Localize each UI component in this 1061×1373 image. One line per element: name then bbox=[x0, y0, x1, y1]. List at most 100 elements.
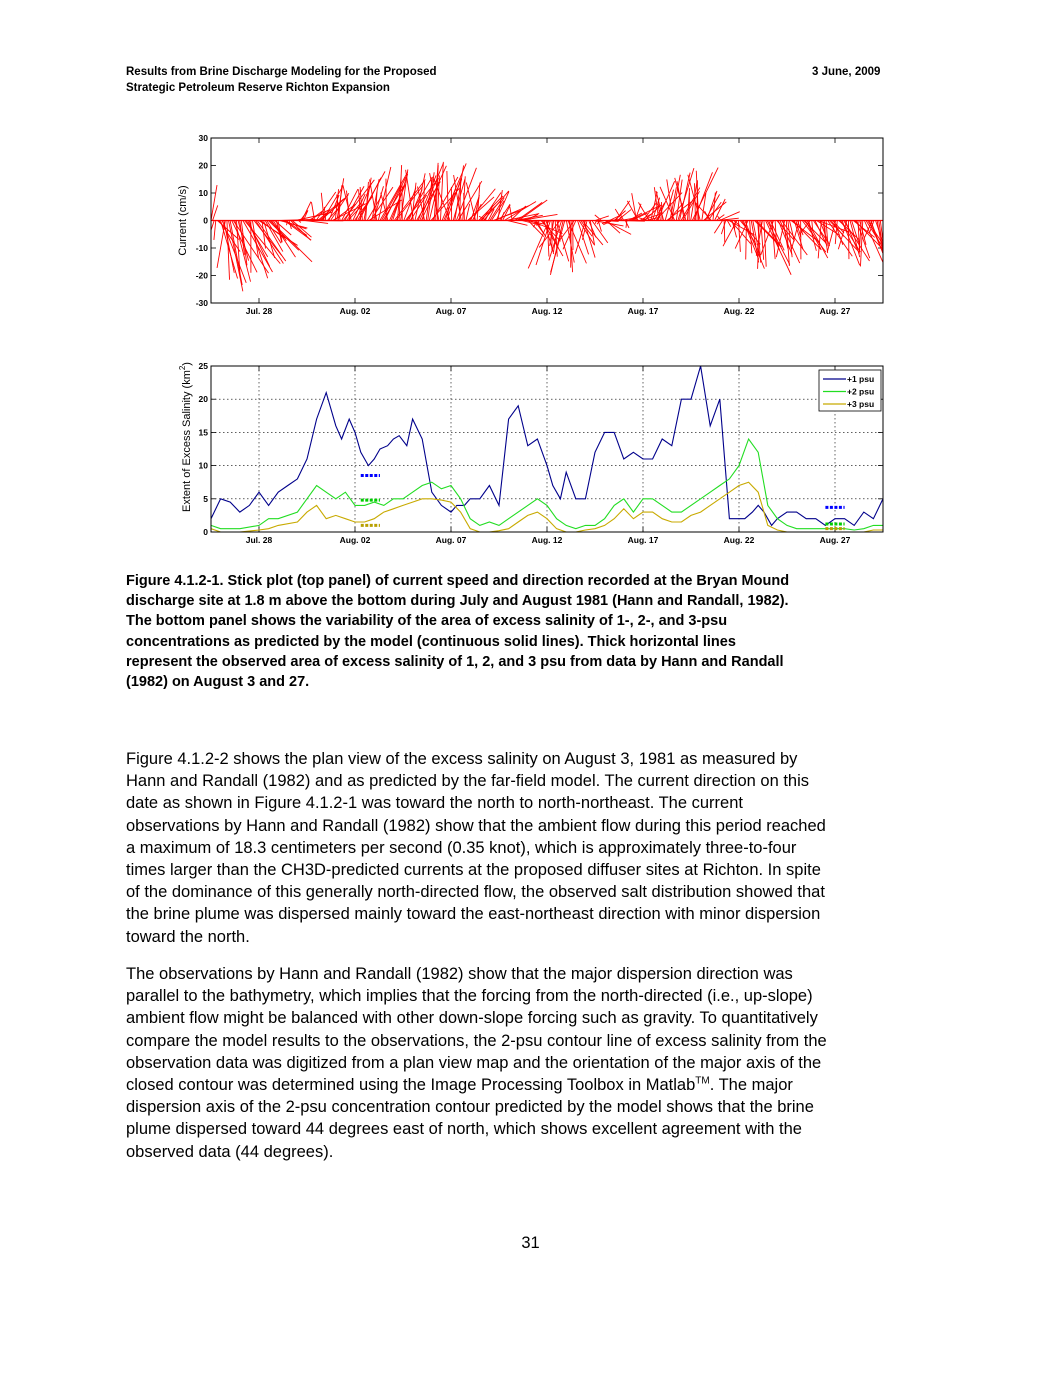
current-stick bbox=[671, 174, 681, 221]
current-stick bbox=[433, 178, 451, 221]
current-stick bbox=[499, 203, 511, 221]
current-stick bbox=[369, 186, 394, 221]
current-stick bbox=[638, 202, 650, 221]
current-stick bbox=[465, 203, 471, 221]
current-stick bbox=[624, 220, 630, 229]
current-stick bbox=[574, 220, 586, 254]
current-stick bbox=[513, 216, 522, 221]
x-tick-label: Aug. 02 bbox=[340, 306, 371, 316]
para2-line: parallel to the bathymetry, which implie… bbox=[126, 987, 813, 1006]
plot-frame bbox=[210, 137, 884, 304]
current-stick bbox=[858, 220, 862, 254]
current-stick bbox=[726, 220, 732, 228]
current-stick bbox=[749, 220, 753, 254]
current-stick bbox=[738, 220, 741, 252]
x-tick-label: Jul. 28 bbox=[246, 306, 273, 316]
y-tick-label: -20 bbox=[196, 271, 209, 281]
current-stick bbox=[532, 220, 539, 228]
x-tick-label: Aug. 12 bbox=[532, 306, 563, 316]
current-stick bbox=[352, 193, 366, 221]
current-stick bbox=[659, 186, 676, 221]
current-stick bbox=[596, 220, 601, 225]
current-stick bbox=[834, 220, 838, 245]
current-stick bbox=[471, 203, 482, 221]
current-stick bbox=[291, 220, 312, 238]
current-stick bbox=[341, 188, 359, 221]
current-stick bbox=[553, 220, 559, 253]
para2_rest-line: plume dispersed toward 44 degrees east o… bbox=[126, 1120, 802, 1139]
current-stick bbox=[213, 220, 217, 240]
matlab-text-after: . The major bbox=[709, 1076, 793, 1095]
paragraph-2: The observations by Hann and Randall (19… bbox=[126, 963, 946, 1163]
current-stick bbox=[876, 220, 884, 255]
x-tick-label: Aug. 17 bbox=[628, 306, 659, 316]
current-stick bbox=[844, 220, 858, 249]
para1-line: Hann and Randall (1982) and as predicted… bbox=[126, 772, 810, 791]
current-stick bbox=[269, 220, 313, 263]
current-stick bbox=[275, 220, 283, 243]
caption-line: concentrations as predicted by the model… bbox=[126, 633, 736, 650]
y-tick-label: 10 bbox=[199, 461, 209, 471]
current-stick bbox=[417, 186, 425, 221]
current-stick bbox=[288, 220, 292, 230]
current-stick bbox=[301, 201, 312, 221]
current-stick bbox=[239, 220, 246, 255]
current-stick bbox=[371, 179, 380, 221]
para2_rest-line: dispersion axis of the 2-psu concentrati… bbox=[126, 1098, 814, 1117]
y-tick-label: 0 bbox=[203, 216, 208, 226]
current-stick bbox=[359, 186, 363, 221]
current-stick bbox=[863, 220, 873, 239]
current-stick bbox=[741, 220, 757, 245]
current-stick bbox=[712, 192, 716, 221]
current-stick bbox=[628, 212, 643, 221]
trademark-sup: TM bbox=[695, 1075, 710, 1087]
current-stick bbox=[405, 169, 414, 221]
x-tick-label: Aug. 22 bbox=[724, 535, 755, 545]
header-date: 3 June, 2009 bbox=[812, 66, 881, 78]
current-stick bbox=[369, 179, 378, 221]
current-stick bbox=[527, 220, 545, 237]
current-stick bbox=[323, 206, 327, 221]
current-stick bbox=[851, 220, 859, 243]
para2-line: compare the model results to the observa… bbox=[126, 1031, 827, 1050]
current-stick bbox=[266, 220, 282, 244]
current-stick bbox=[251, 220, 259, 259]
current-stick bbox=[669, 187, 677, 221]
current-stick bbox=[403, 187, 417, 221]
current-stick bbox=[664, 189, 675, 221]
current-stick bbox=[521, 220, 542, 226]
current-stick bbox=[695, 202, 712, 221]
current-stick bbox=[594, 214, 602, 221]
current-stick bbox=[760, 220, 774, 256]
current-stick bbox=[847, 220, 850, 260]
current-stick bbox=[240, 220, 248, 266]
para1-line: date as shown in Figure 4.1.2-1 was towa… bbox=[126, 794, 743, 813]
current-stick bbox=[714, 198, 726, 221]
y-label-text: Extent of Excess Salinity (km bbox=[181, 370, 193, 512]
plot-frame bbox=[210, 365, 884, 533]
current-stick bbox=[687, 174, 701, 221]
current-stick bbox=[516, 202, 543, 221]
current-stick bbox=[518, 199, 548, 221]
current-stick bbox=[309, 209, 324, 221]
current-stick bbox=[556, 220, 570, 262]
y-axis-label: Extent of Excess Salinity (km2) bbox=[178, 362, 193, 512]
current-stick bbox=[509, 206, 513, 221]
y-tick-label: 30 bbox=[199, 133, 209, 143]
current-stick bbox=[277, 220, 283, 243]
para1-line: toward the north. bbox=[126, 927, 250, 946]
current-stick bbox=[653, 187, 660, 221]
current-stick bbox=[826, 220, 837, 252]
current-stick bbox=[478, 215, 487, 221]
current-stick bbox=[854, 220, 884, 250]
current-stick bbox=[491, 200, 505, 221]
current-stick bbox=[226, 220, 230, 280]
current-stick bbox=[849, 220, 861, 258]
current-stick bbox=[824, 220, 827, 243]
current-stick bbox=[869, 220, 875, 232]
current-stick bbox=[720, 220, 727, 235]
current-stick bbox=[805, 220, 822, 250]
current-stick bbox=[799, 220, 811, 235]
current-stick bbox=[212, 205, 219, 221]
current-stick bbox=[536, 220, 540, 226]
